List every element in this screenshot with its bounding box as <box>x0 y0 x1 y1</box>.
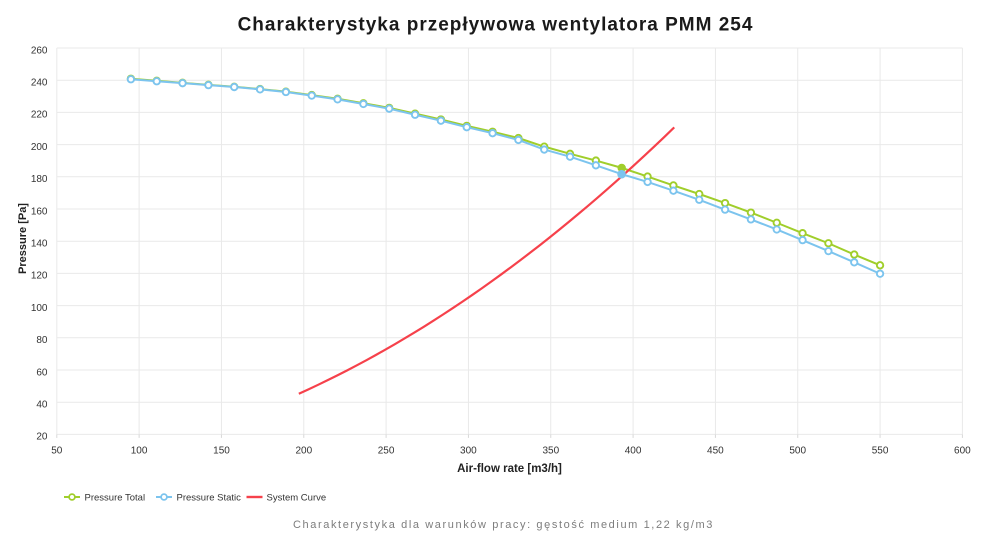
svg-text:Pressure [Pa]: Pressure [Pa] <box>17 203 29 274</box>
svg-text:400: 400 <box>625 446 642 457</box>
svg-text:250: 250 <box>378 446 395 457</box>
svg-text:140: 140 <box>31 239 48 250</box>
svg-text:260: 260 <box>31 45 48 56</box>
svg-text:350: 350 <box>542 446 559 457</box>
svg-text:450: 450 <box>707 446 724 457</box>
svg-text:50: 50 <box>51 446 63 457</box>
svg-text:40: 40 <box>36 400 48 411</box>
svg-text:80: 80 <box>36 335 48 346</box>
svg-text:200: 200 <box>31 142 48 153</box>
svg-text:System Curve: System Curve <box>267 492 327 503</box>
svg-text:160: 160 <box>31 206 48 217</box>
svg-text:100: 100 <box>131 446 148 457</box>
svg-text:Charakterystyka przepływowa we: Charakterystyka przepływowa wentylatora … <box>238 15 754 36</box>
svg-text:500: 500 <box>789 446 806 457</box>
svg-text:300: 300 <box>460 446 477 457</box>
svg-text:150: 150 <box>213 446 230 457</box>
svg-text:100: 100 <box>31 303 48 314</box>
svg-text:200: 200 <box>295 446 312 457</box>
svg-text:Pressure Total: Pressure Total <box>85 492 146 503</box>
svg-text:220: 220 <box>31 110 48 121</box>
svg-text:Charakterystyka dla warunków p: Charakterystyka dla warunków pracy: gęst… <box>293 519 714 531</box>
svg-text:240: 240 <box>31 78 48 89</box>
svg-text:550: 550 <box>872 446 889 457</box>
svg-text:180: 180 <box>31 174 48 185</box>
svg-text:Pressure Static: Pressure Static <box>177 492 242 503</box>
svg-text:20: 20 <box>36 432 48 443</box>
svg-text:600: 600 <box>954 446 971 457</box>
svg-text:120: 120 <box>31 271 48 282</box>
svg-text:60: 60 <box>36 367 48 378</box>
svg-text:Air-flow rate [m3/h]: Air-flow rate [m3/h] <box>457 463 562 475</box>
